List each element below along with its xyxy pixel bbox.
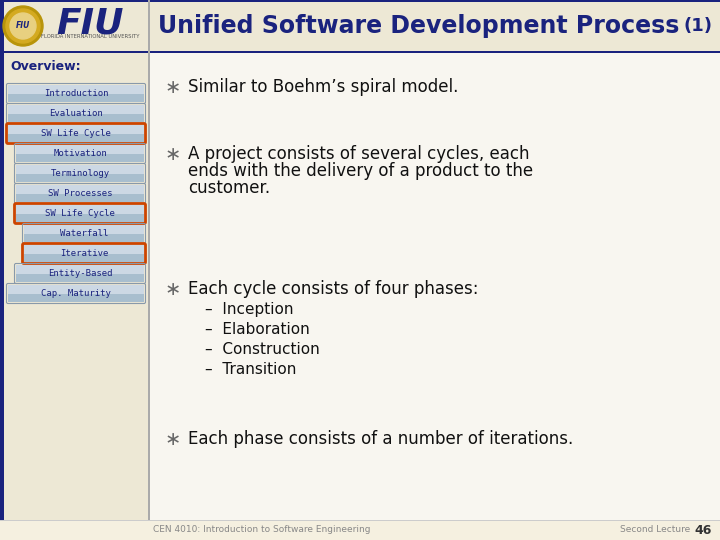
Text: Each phase consists of a number of iterations.: Each phase consists of a number of itera… — [188, 430, 573, 448]
Text: ends with the delivery of a product to the: ends with the delivery of a product to t… — [188, 162, 533, 180]
Bar — [24, 225, 144, 234]
Bar — [8, 125, 144, 134]
Text: Introduction: Introduction — [44, 89, 108, 98]
Bar — [24, 254, 144, 262]
Bar — [8, 134, 144, 142]
Circle shape — [10, 13, 36, 39]
Bar — [148, 0, 150, 520]
Bar — [16, 194, 144, 202]
Bar — [8, 114, 144, 122]
Circle shape — [6, 9, 40, 43]
Text: A project consists of several cycles, each: A project consists of several cycles, ea… — [188, 145, 529, 163]
Text: 46: 46 — [695, 523, 712, 537]
Circle shape — [3, 6, 43, 46]
Text: Overview:: Overview: — [10, 60, 81, 73]
Text: Terminology: Terminology — [50, 169, 109, 178]
Bar — [24, 234, 144, 242]
Bar — [16, 145, 144, 154]
Text: SW Life Cycle: SW Life Cycle — [45, 209, 115, 218]
Text: (1): (1) — [683, 17, 713, 35]
Text: –  Transition: – Transition — [205, 362, 297, 377]
Text: –  Inception: – Inception — [205, 302, 294, 317]
Text: –  Elaboration: – Elaboration — [205, 322, 310, 337]
Text: Second Lecture: Second Lecture — [620, 525, 690, 535]
Text: Evaluation: Evaluation — [49, 109, 103, 118]
Bar — [8, 285, 144, 294]
Bar — [16, 165, 144, 174]
Bar — [148, 0, 150, 52]
Bar — [16, 214, 144, 222]
Bar — [8, 294, 144, 302]
Text: Iterative: Iterative — [60, 249, 108, 258]
Bar — [150, 53, 720, 520]
Bar — [16, 205, 144, 214]
Bar — [16, 274, 144, 282]
Bar — [0, 53, 148, 520]
Bar — [8, 94, 144, 102]
Bar — [24, 245, 144, 254]
Bar — [16, 174, 144, 182]
Text: ∗: ∗ — [165, 145, 181, 164]
Text: Entity-Based: Entity-Based — [48, 269, 112, 278]
Text: SW Processes: SW Processes — [48, 189, 112, 198]
Text: Waterfall: Waterfall — [60, 229, 108, 238]
Text: SW Life Cycle: SW Life Cycle — [41, 129, 111, 138]
Text: CEN 4010: Introduction to Software Engineering: CEN 4010: Introduction to Software Engin… — [153, 525, 371, 535]
Text: Each cycle consists of four phases:: Each cycle consists of four phases: — [188, 280, 479, 298]
Text: ∗: ∗ — [165, 78, 181, 97]
Text: Motivation: Motivation — [53, 149, 107, 158]
Text: ∗: ∗ — [165, 280, 181, 299]
Bar — [0, 520, 720, 521]
Bar — [0, 0, 720, 52]
Text: FIU: FIU — [56, 6, 124, 40]
Bar — [0, 51, 720, 53]
Text: –  Construction: – Construction — [205, 342, 320, 357]
Text: Similar to Boehm’s spiral model.: Similar to Boehm’s spiral model. — [188, 78, 459, 96]
Text: FLORIDA INTERNATIONAL UNIVERSITY: FLORIDA INTERNATIONAL UNIVERSITY — [41, 33, 139, 38]
Text: customer.: customer. — [188, 179, 270, 197]
Text: Cap. Maturity: Cap. Maturity — [41, 289, 111, 298]
Text: FIU: FIU — [16, 21, 30, 30]
Bar — [0, 0, 4, 540]
Text: ∗: ∗ — [165, 430, 181, 449]
Bar — [8, 105, 144, 114]
Bar — [0, 0, 720, 2]
Text: Unified Software Development Process: Unified Software Development Process — [158, 14, 680, 38]
Bar — [16, 185, 144, 194]
Bar — [16, 265, 144, 274]
Bar — [0, 520, 720, 540]
Bar — [8, 85, 144, 94]
Bar — [16, 154, 144, 162]
